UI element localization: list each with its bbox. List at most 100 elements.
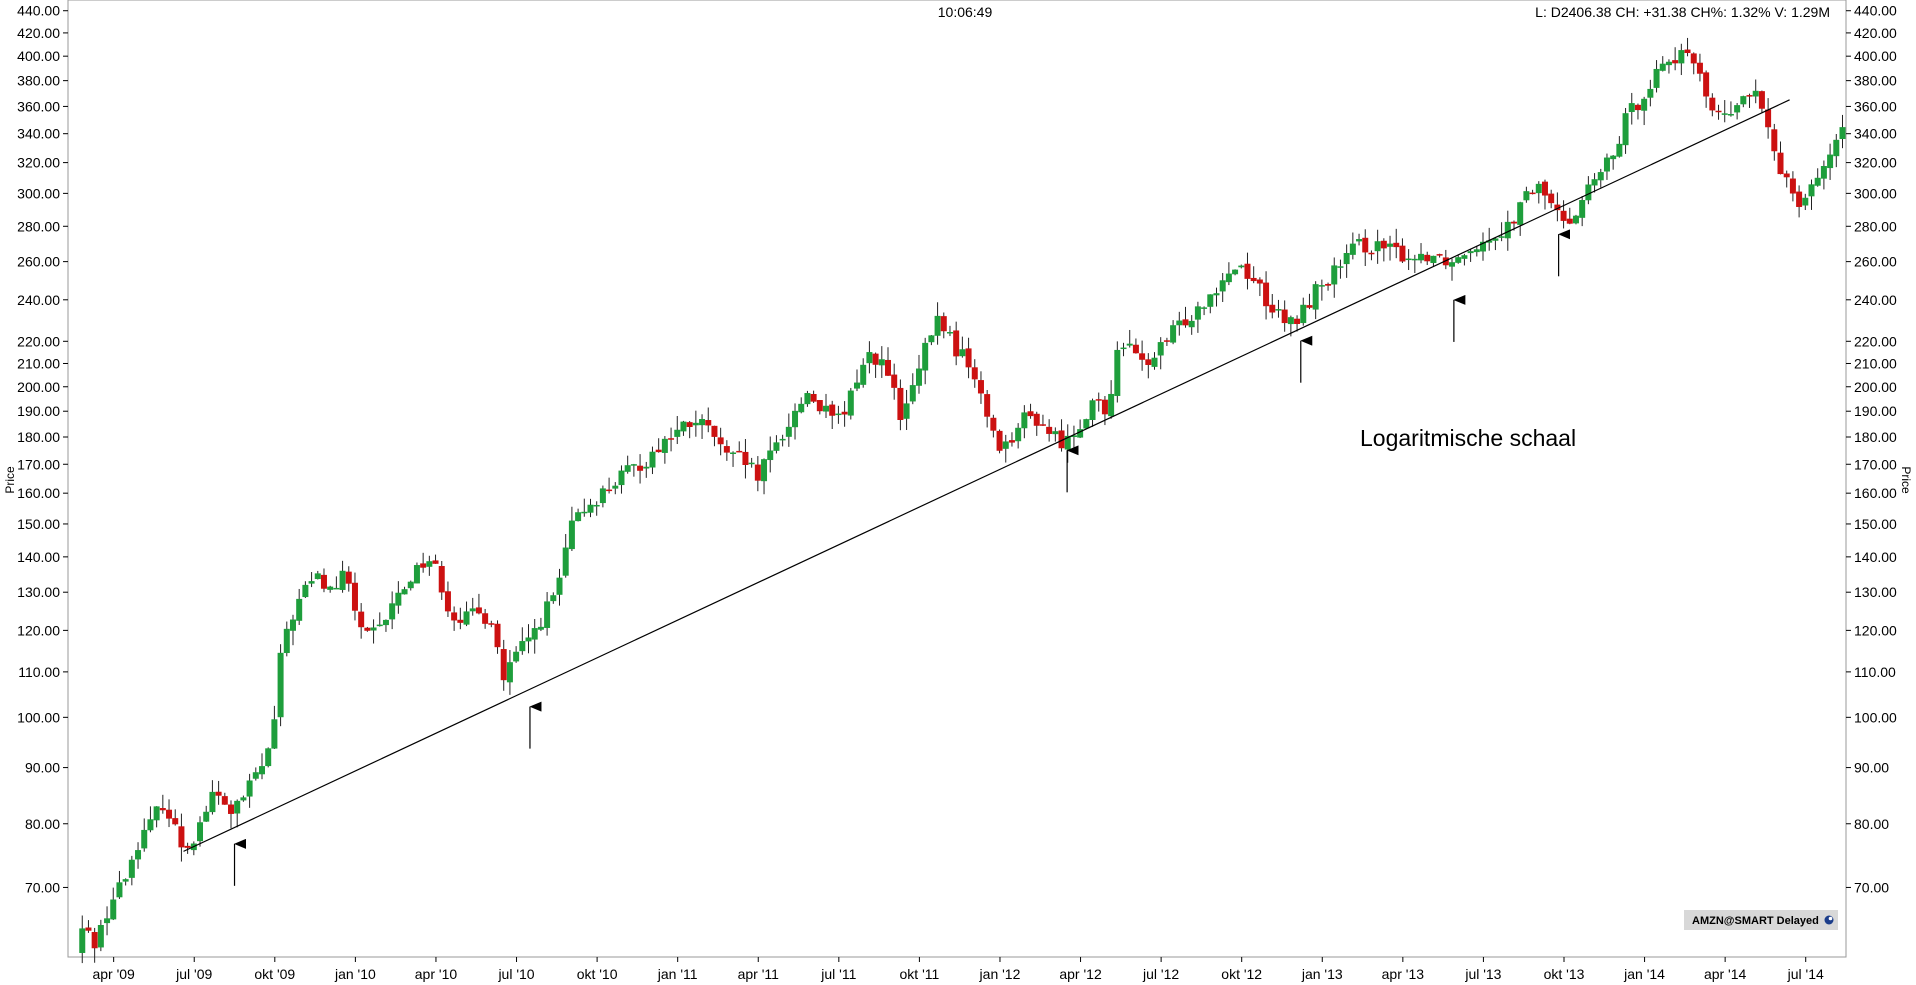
candle-up [1151,357,1158,367]
candle-up [1213,293,1220,296]
candle-up [1287,317,1294,325]
x-tick-label: apr '14 [1704,966,1747,982]
candle-down [872,353,879,365]
candle-down [1548,193,1555,204]
candle-up [1300,304,1307,324]
candle-down [1690,53,1697,64]
x-tick-label: apr '09 [92,966,135,982]
candle-down [1696,62,1703,74]
candle-up [1585,184,1592,201]
candle-up [339,570,346,590]
candle-up [519,641,526,652]
candle-up [203,811,210,822]
candle-up [327,586,334,590]
candle-down [891,374,898,388]
candle-up [197,822,204,842]
candle-up [562,547,569,576]
candle-up [234,800,241,814]
candle-up [1114,349,1121,396]
y-tick-label: 400.00 [1854,48,1897,64]
candle-up [909,385,916,402]
candle-down [1256,279,1263,284]
candle-down [1269,304,1276,313]
candle-down [1510,221,1517,224]
y-tick-label: 180.00 [17,429,60,445]
x-tick-label: jul '12 [1142,966,1179,982]
y-tick-label: 90.00 [25,760,60,776]
y-tick-label: 260.00 [17,254,60,270]
y-tick-label: 190.00 [1854,403,1897,419]
y-tick-label: 180.00 [1854,429,1897,445]
y-tick-label: 360.00 [1854,98,1897,114]
candle-up [1827,154,1834,169]
candle-down [884,359,891,376]
candle-up [1083,419,1090,429]
candle-up [376,624,383,627]
candle-down [1541,181,1548,196]
x-tick-label: jul '13 [1464,966,1501,982]
candle-up [1077,429,1084,438]
candle-up [804,393,811,405]
x-tick-label: okt '10 [577,966,618,982]
candle-down [996,430,1003,451]
y-axis-right: 70.00 80.00 90.00 100.00 110.00 120.00 130.00 1… [1846,3,1897,895]
candle-up [792,410,799,428]
y-tick-label: 220.00 [1854,333,1897,349]
candle-down [1244,263,1251,279]
y-tick-label: 320.00 [17,155,60,171]
candle-up [575,512,582,522]
candle-up [1486,240,1493,243]
candle-up [506,662,513,683]
x-tick-label: jan '14 [1623,966,1665,982]
candle-down [1746,95,1753,97]
candle-up [469,608,476,612]
candle-down [1145,359,1152,365]
candle-up [761,459,768,482]
candle-down [1380,240,1387,249]
y-tick-label: 260.00 [1854,254,1897,270]
candle-down [717,437,724,445]
candle-up [1833,139,1840,157]
candle-up [277,652,284,718]
candle-up [1517,202,1524,225]
candle-up [240,797,247,801]
candle-up [265,748,272,767]
candle-up [1318,285,1325,287]
y-tick-label: 70.00 [1854,879,1889,895]
candle-up [116,882,123,898]
candle-up [1572,215,1579,224]
candle-down [351,582,358,611]
candle-up [1752,90,1759,97]
candle-down [1250,277,1257,282]
candle-down [940,316,947,332]
candle-up [1504,221,1511,239]
y-tick-label: 220.00 [17,333,60,349]
candle-up [903,403,910,419]
trendline [183,99,1790,852]
candle-down [1436,254,1443,256]
candle-up [271,719,278,749]
candle-down [736,450,743,453]
candle-up [1591,179,1598,186]
candle-down [711,425,718,437]
candle-down [488,623,495,625]
candle-up [1498,236,1505,238]
candle-up [283,628,290,654]
candle-up [699,419,706,426]
candle-down [1263,282,1270,307]
candle-up [922,342,929,371]
candle-up [1176,320,1183,326]
candle-down [345,571,352,584]
candle-up [525,637,532,642]
candle-up [1070,435,1077,438]
candle-up [618,470,625,486]
candle-up [730,452,737,454]
candle-down [742,451,749,466]
candle-up [97,924,104,948]
scale-annotation: Logaritmische schaal [1360,425,1576,451]
candle-down [1008,440,1015,443]
candle-up [413,565,420,584]
y-tick-label: 210.00 [1854,355,1897,371]
candle-up [382,619,389,626]
